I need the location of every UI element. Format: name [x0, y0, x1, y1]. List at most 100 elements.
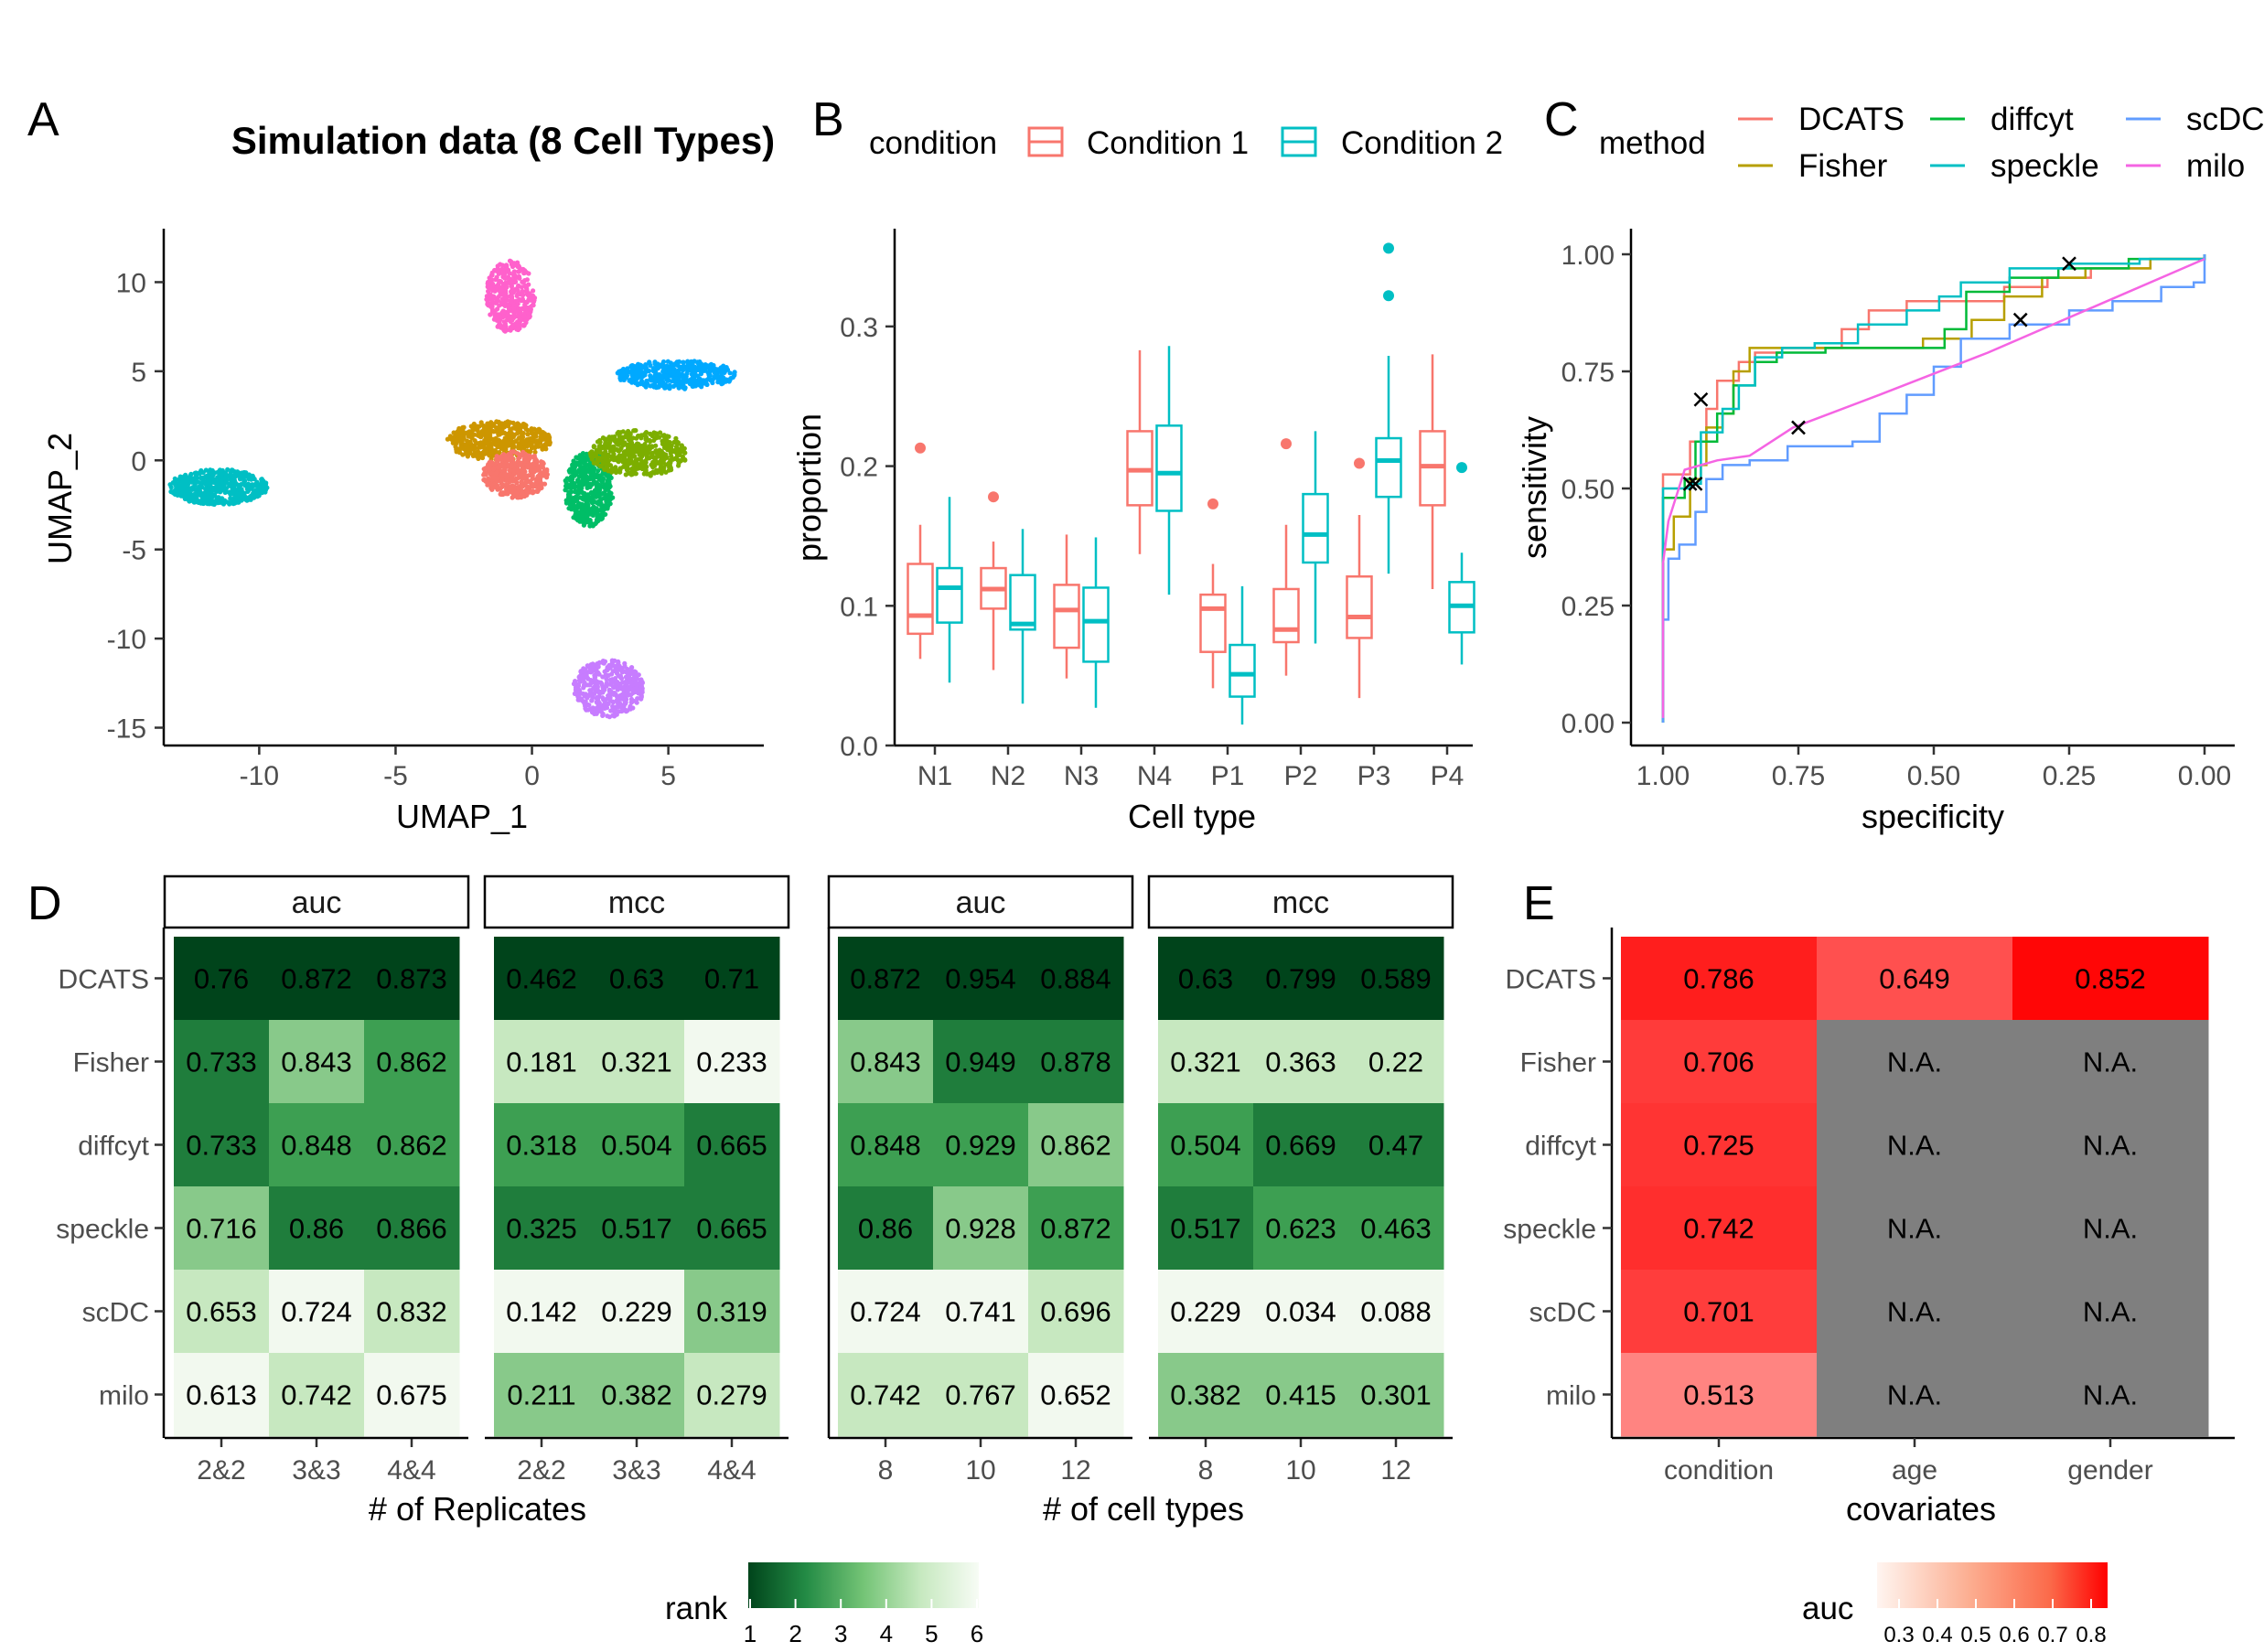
umap-point [533, 480, 539, 486]
box-legend-title: condition [869, 125, 997, 161]
heat-cell-value: 0.034 [1265, 1296, 1336, 1328]
umap-point [682, 457, 688, 463]
umap-point [691, 379, 696, 384]
umap-point [504, 475, 510, 480]
rank-tick-label: 5 [925, 1620, 938, 1647]
umap-point [653, 435, 660, 441]
umap-point [614, 712, 619, 717]
umap-point [573, 498, 578, 504]
heat-cell [494, 937, 590, 1021]
box-condition-1-n1 [907, 442, 934, 660]
auc-tick-label: 0.5 [1960, 1623, 1990, 1647]
umap-point [666, 447, 672, 453]
umap-point [595, 670, 600, 676]
umap-cluster [481, 449, 551, 500]
umap-point [489, 270, 495, 275]
umap-point [594, 711, 599, 716]
umap-point [199, 484, 205, 490]
box-outlier [915, 442, 926, 454]
roc-y-ticks: 0.00 0.25 0.50 0.75 1.00 [1561, 241, 1631, 739]
heat-cell [933, 1353, 1029, 1437]
umap-point [523, 423, 529, 428]
heat-cell-value: 0.382 [1170, 1379, 1241, 1411]
umap-point [575, 462, 582, 467]
covariates-x-label: covariates [1846, 1490, 1996, 1528]
heat-cell [1348, 1020, 1444, 1104]
umap-point [477, 444, 483, 450]
auc-tick-label: 0.3 [1883, 1623, 1914, 1647]
umap-cluster [615, 359, 737, 392]
umap-point [510, 449, 517, 455]
heat-cell [494, 1270, 590, 1354]
umap-point [606, 442, 612, 447]
panel-label-a: A [27, 93, 59, 146]
heat-cell [174, 1186, 270, 1271]
heat-cell-value: 0.724 [281, 1296, 352, 1328]
umap-point [487, 423, 492, 428]
umap-point [193, 498, 199, 503]
umap-point [651, 384, 657, 390]
umap-point [706, 375, 712, 381]
auc-tick-label: 0.8 [2076, 1623, 2106, 1647]
umap-point [217, 478, 222, 485]
umap-point [617, 456, 622, 461]
roc-legend-label-speckle: speckle [1990, 148, 2099, 184]
umap-point [256, 493, 262, 499]
umap-point [630, 670, 636, 675]
roc-x-tick-label: 0.25 [2043, 761, 2096, 791]
umap-point [654, 467, 660, 473]
umap-point [180, 491, 186, 497]
box-x-tick-label: P4 [1431, 761, 1465, 791]
umap-point [652, 359, 658, 365]
umap-point [487, 434, 492, 441]
umap-point [681, 373, 686, 379]
heat-cell [1158, 1353, 1254, 1437]
umap-point [177, 476, 183, 481]
panel-a: A Simulation data (8 Cell Types) -10 -5 0 5… [27, 93, 775, 835]
umap-point [486, 431, 491, 436]
heat-cell [364, 1353, 460, 1437]
umap-point [681, 359, 686, 365]
umap-point [589, 697, 595, 703]
box-body [1302, 492, 1329, 564]
roc-legend-label-fisher: Fisher [1798, 148, 1888, 184]
umap-y-tick-label: 5 [131, 358, 146, 388]
heat-cell [494, 1186, 590, 1271]
umap-point [657, 447, 662, 453]
umap-point [498, 292, 503, 297]
umap-point [604, 503, 610, 509]
umap-point [587, 481, 593, 487]
umap-point [519, 472, 524, 477]
heat-cell [933, 1270, 1029, 1354]
umap-point [651, 459, 658, 465]
umap-point [216, 488, 221, 494]
umap-point [489, 487, 495, 492]
auc-legend-title: auc [1802, 1591, 1853, 1626]
umap-point [633, 467, 638, 472]
umap-x-tick-label: -5 [383, 761, 408, 791]
umap-point [647, 359, 652, 365]
umap-point [517, 326, 522, 331]
umap-y-tick-label: -5 [122, 536, 146, 566]
heat-e-cell [1621, 937, 1818, 1021]
umap-point [239, 495, 244, 500]
umap-point [206, 488, 211, 493]
umap-x-tick-label: -10 [240, 761, 279, 791]
umap-point [703, 378, 709, 383]
auc-colorbar [1877, 1562, 2108, 1608]
heat-cell-value: 0.504 [601, 1130, 672, 1162]
box-body [1346, 574, 1373, 639]
umap-point [496, 298, 501, 304]
umap-point [720, 375, 726, 381]
roc-threshold-marker [1682, 476, 1698, 491]
umap-point [720, 381, 725, 386]
heat-cell [364, 1186, 460, 1271]
heat-cell-value: 0.301 [1360, 1379, 1432, 1411]
umap-point [195, 486, 200, 491]
umap-point [649, 451, 654, 456]
heat-cell [1028, 1353, 1124, 1437]
umap-point [524, 437, 530, 443]
umap-point [582, 478, 587, 484]
umap-point [247, 486, 252, 491]
umap-point [676, 359, 682, 364]
